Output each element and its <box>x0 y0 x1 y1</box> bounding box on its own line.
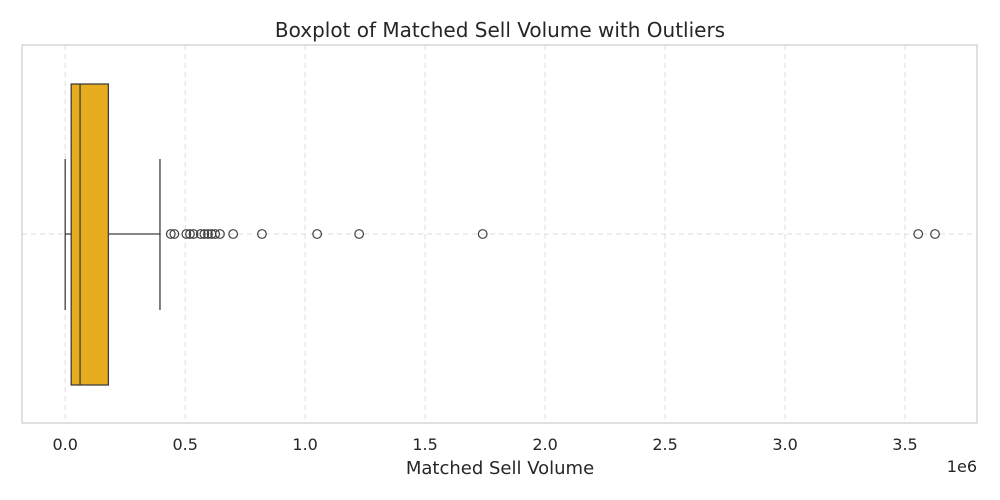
outlier-point <box>913 229 924 239</box>
chart-title: Boxplot of Matched Sell Volume with Outl… <box>275 18 725 42</box>
outlier-point <box>477 229 488 239</box>
outlier-point <box>203 229 213 239</box>
outliers-group <box>165 229 940 239</box>
outlier-point <box>354 229 365 239</box>
outlier-point <box>199 229 210 239</box>
x-tick-label: 0.0 <box>52 435 77 454</box>
outlier-point <box>930 229 940 239</box>
outlier-point <box>210 229 221 239</box>
outlier-point <box>215 229 225 239</box>
x-axis-offset-label: 1e6 <box>947 457 977 476</box>
x-tick-labels: 0.0 0.5 1.0 1.5 2.0 2.5 3.0 3.5 <box>52 435 917 454</box>
outlier-point <box>312 229 323 239</box>
x-tick-label: 2.5 <box>652 435 677 454</box>
x-tick-label: 2.0 <box>532 435 557 454</box>
outlier-point <box>195 229 206 239</box>
x-tick-label: 1.0 <box>292 435 317 454</box>
x-axis-label: Matched Sell Volume <box>406 458 594 479</box>
outlier-point <box>165 229 176 239</box>
x-tick-label: 3.5 <box>892 435 917 454</box>
box-group <box>64 83 161 386</box>
plot-frame <box>21 44 978 424</box>
outlier-point <box>188 229 199 239</box>
outlier-point <box>185 229 195 239</box>
x-tick-label: 3.0 <box>772 435 797 454</box>
outlier-point <box>228 229 239 239</box>
iqr-box <box>70 83 110 386</box>
x-tick-label: 0.5 <box>172 435 197 454</box>
grid <box>22 45 977 423</box>
outlier-point <box>181 229 192 239</box>
outlier-point <box>169 229 180 239</box>
outlier-point <box>257 229 267 239</box>
x-tick-label: 1.5 <box>412 435 437 454</box>
